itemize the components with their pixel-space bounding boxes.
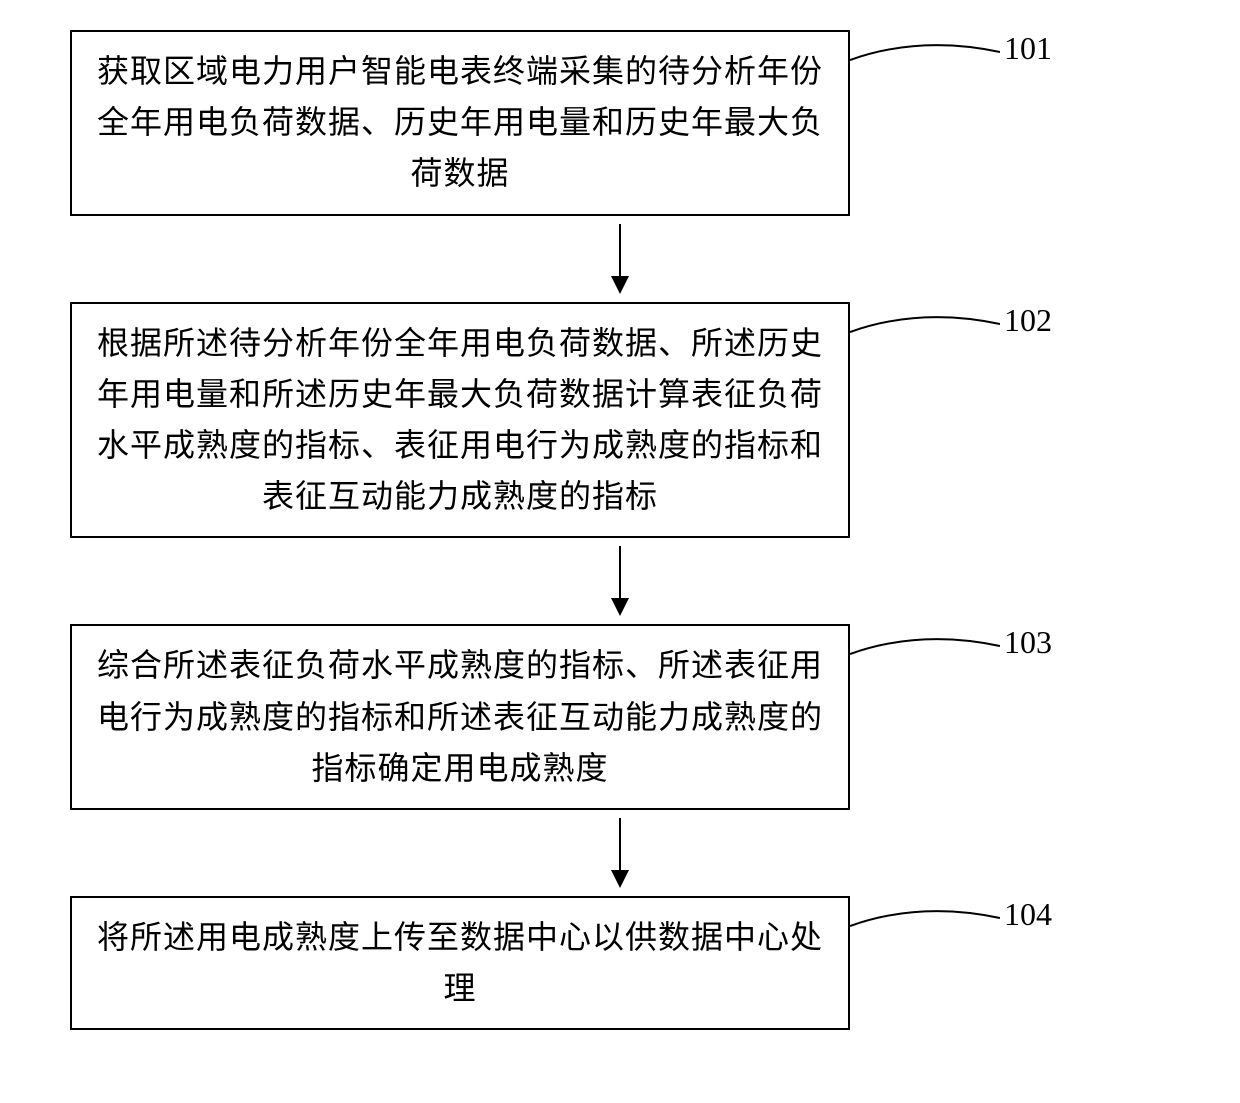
flowchart-container: 获取区域电力用户智能电表终端采集的待分析年份全年用电负荷数据、历史年用电量和历史… xyxy=(70,30,1170,1030)
step-row-104: 将所述用电成熟度上传至数据中心以供数据中心处理 104 xyxy=(70,896,1170,1030)
connector-curve-103 xyxy=(850,624,1000,684)
arrow-102-103 xyxy=(230,546,1010,616)
step-label-101: 101 xyxy=(1004,30,1052,67)
step-label-104: 104 xyxy=(1004,896,1052,933)
step-text-101: 获取区域电力用户智能电表终端采集的待分析年份全年用电负荷数据、历史年用电量和历史… xyxy=(96,46,824,200)
label-wrapper-103: 103 xyxy=(850,624,1052,684)
connector-curve-104 xyxy=(850,896,1000,956)
step-row-102: 根据所述待分析年份全年用电负荷数据、所述历史年用电量和所述历史年最大负荷数据计算… xyxy=(70,302,1170,539)
step-box-102: 根据所述待分析年份全年用电负荷数据、所述历史年用电量和所述历史年最大负荷数据计算… xyxy=(70,302,850,539)
connector-curve-102 xyxy=(850,302,1000,362)
step-label-102: 102 xyxy=(1004,302,1052,339)
step-box-101: 获取区域电力用户智能电表终端采集的待分析年份全年用电负荷数据、历史年用电量和历史… xyxy=(70,30,850,216)
step-row-103: 综合所述表征负荷水平成熟度的指标、所述表征用电行为成熟度的指标和所述表征互动能力… xyxy=(70,624,1170,810)
step-box-103: 综合所述表征负荷水平成熟度的指标、所述表征用电行为成熟度的指标和所述表征互动能力… xyxy=(70,624,850,810)
step-label-103: 103 xyxy=(1004,624,1052,661)
step-box-104: 将所述用电成熟度上传至数据中心以供数据中心处理 xyxy=(70,896,850,1030)
arrow-103-104 xyxy=(230,818,1010,888)
step-text-102: 根据所述待分析年份全年用电负荷数据、所述历史年用电量和所述历史年最大负荷数据计算… xyxy=(96,318,824,523)
step-row-101: 获取区域电力用户智能电表终端采集的待分析年份全年用电负荷数据、历史年用电量和历史… xyxy=(70,30,1170,216)
step-text-104: 将所述用电成熟度上传至数据中心以供数据中心处理 xyxy=(96,912,824,1014)
label-wrapper-104: 104 xyxy=(850,896,1052,956)
arrow-101-102 xyxy=(230,224,1010,294)
arrow-icon xyxy=(605,818,635,888)
label-wrapper-102: 102 xyxy=(850,302,1052,362)
connector-curve-101 xyxy=(850,30,1000,90)
arrow-icon xyxy=(605,224,635,294)
label-wrapper-101: 101 xyxy=(850,30,1052,90)
arrow-icon xyxy=(605,546,635,616)
step-text-103: 综合所述表征负荷水平成熟度的指标、所述表征用电行为成熟度的指标和所述表征互动能力… xyxy=(96,640,824,794)
